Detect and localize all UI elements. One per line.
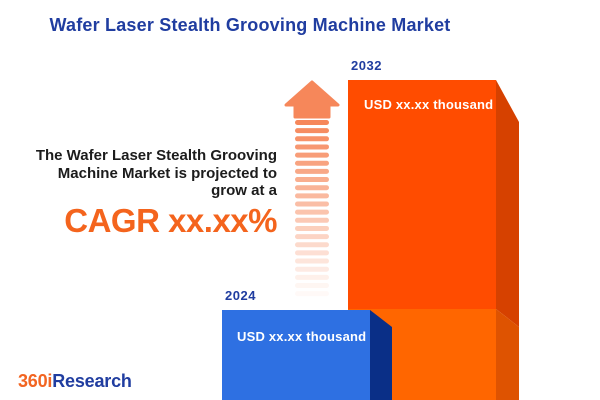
projection-line-3: grow at a xyxy=(211,182,277,199)
bar-2032-value-label: USD xx.xx thousand xyxy=(364,97,494,112)
logo-part-research: Research xyxy=(52,371,132,391)
growth-arrow-icon xyxy=(284,80,340,297)
logo-part-360i: 360i xyxy=(18,371,53,391)
bar-2032-side-3d xyxy=(496,80,519,400)
cagr-value: CAGR xx.xx% xyxy=(64,202,277,239)
projection-text: The Wafer Laser Stealth Grooving Machine… xyxy=(36,147,277,200)
bar-2032-face-upper xyxy=(348,80,496,309)
bar-2032-year-label: 2032 xyxy=(351,58,382,73)
page-title: Wafer Laser Stealth Grooving Machine Mar… xyxy=(49,15,451,35)
bar-2024-value-label: USD xx.xx thousand xyxy=(237,329,367,344)
growth-arrow-stripes xyxy=(295,120,329,297)
growth-arrow-head xyxy=(284,80,340,119)
projection-line-2: Machine Market is projected to xyxy=(57,164,277,182)
logo-360iresearch: 360iResearch xyxy=(18,371,132,392)
bar-2024-year-label: 2024 xyxy=(225,288,256,303)
bar-2024-side-3d xyxy=(370,310,392,400)
bar-2024-face xyxy=(222,310,370,400)
projection-line-1: The Wafer Laser Stealth Grooving xyxy=(35,147,277,164)
